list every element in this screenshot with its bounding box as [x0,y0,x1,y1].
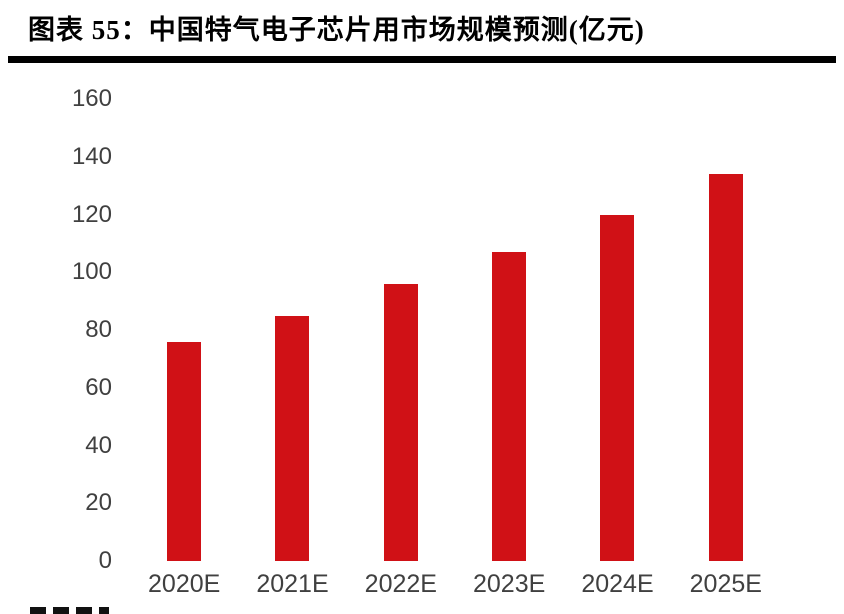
cropped-glyph [99,607,109,614]
bar-2025E [708,174,743,561]
bar-slot [130,99,238,561]
y-tick-label: 20 [85,489,112,517]
cropped-glyph [53,607,69,614]
y-tick-label: 0 [98,547,112,574]
bar-slot [238,99,346,561]
bar-2024E [600,214,635,561]
title-divider-rule [8,56,836,63]
x-axis-label: 2021E [256,570,329,598]
x-axis: 2020E 2021E 2022E 2023E 2024E 2025E [130,570,780,599]
bar-2023E [492,252,527,561]
y-tick-label: 80 [85,316,112,343]
y-tick-label: 40 [85,431,112,459]
y-tick-label: 120 [71,200,112,228]
x-axis-label: 2024E [581,570,654,598]
cropped-glyph [76,607,92,614]
bar-chart: 0 20 40 60 80 100 120 140 160 2020E 2021E 2022E 202… [0,65,844,614]
y-tick-label: 60 [85,373,112,401]
bar-2020E [167,341,202,561]
x-axis-label: 2025E [689,570,762,598]
bar-2021E [275,315,310,561]
chart-title: 图表 55：中国特气电子芯片用市场规模预测(亿元) [28,15,645,45]
y-tick-label: 140 [71,142,112,170]
bar-slot [347,99,455,561]
y-tick-label: 100 [71,258,112,286]
bar-slot [563,99,671,561]
bar-2022E [383,283,418,561]
bar-slot [672,99,780,561]
bar-slot [455,99,563,561]
cropped-source-text-fragment [30,607,109,614]
x-axis-label: 2020E [148,570,221,598]
y-tick-label: 160 [71,85,112,112]
cropped-glyph [30,607,46,614]
y-axis: 0 20 40 60 80 100 120 140 160 [0,85,112,574]
plot-area [130,99,780,561]
x-axis-label: 2022E [364,570,437,598]
x-axis-label: 2023E [473,570,546,598]
